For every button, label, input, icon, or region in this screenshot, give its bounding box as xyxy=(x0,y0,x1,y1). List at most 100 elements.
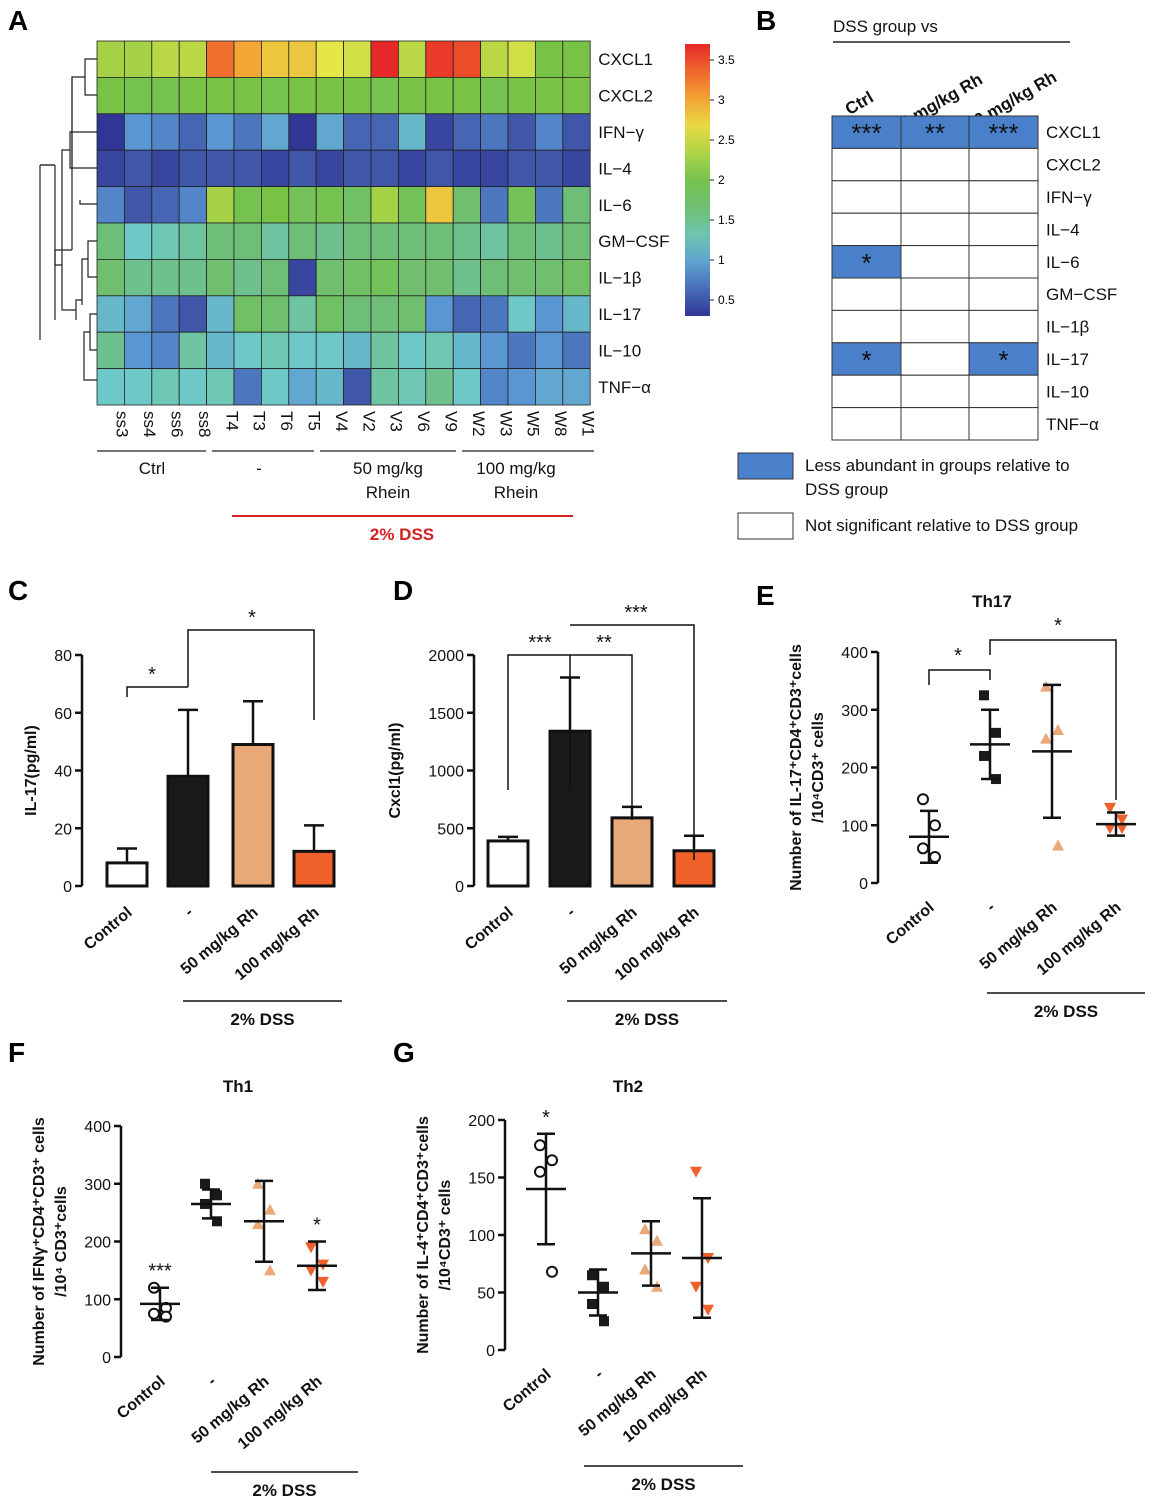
heatmap-cell xyxy=(124,40,153,78)
heatmap-cell xyxy=(397,331,427,370)
y-tick-label: 300 xyxy=(84,1177,111,1194)
heatmap-column-label: ss8 xyxy=(195,411,214,437)
data-point xyxy=(917,842,929,855)
y-tick-label: 400 xyxy=(841,645,868,662)
heatmap-cell xyxy=(288,40,317,78)
colorbar-tick-label: 3.5 xyxy=(718,53,735,67)
heatmap-cell xyxy=(562,258,591,297)
group-label: Ctrl xyxy=(139,459,165,478)
heatmap-cell xyxy=(370,295,399,333)
y-tick-label: 60 xyxy=(54,706,72,723)
heatmap-cell xyxy=(535,258,564,297)
heatmap-row-label: CXCL1 xyxy=(598,50,653,69)
heatmap-cell xyxy=(370,77,399,115)
legend-swatch xyxy=(737,452,794,480)
table-cell xyxy=(968,180,1039,214)
heatmap-cell xyxy=(535,222,564,260)
significance-bracket xyxy=(570,654,633,820)
table-cell xyxy=(900,180,970,214)
table-row-label: GM−CSF xyxy=(1046,285,1117,304)
heatmap-cell xyxy=(178,149,207,187)
table-cell xyxy=(968,277,1039,311)
colorbar-tick-label: 2.5 xyxy=(718,133,735,147)
data-point xyxy=(534,1165,546,1178)
table-row-label: CXCL1 xyxy=(1046,123,1101,142)
heatmap-cell xyxy=(480,331,509,370)
data-point xyxy=(212,1216,222,1227)
y-tick-label: 1500 xyxy=(428,706,464,723)
heatmap-column-label: T5 xyxy=(305,411,324,431)
heatmap-cell xyxy=(343,40,372,78)
table-cell xyxy=(831,212,902,247)
heatmap-column-label: ss4 xyxy=(140,411,159,437)
heatmap-cell xyxy=(96,77,125,115)
chart-title: Th2 xyxy=(613,1077,643,1096)
heatmap-cell xyxy=(370,149,399,187)
heatmap-column-label: T3 xyxy=(250,411,269,431)
table-cell xyxy=(900,277,970,311)
table-cell xyxy=(900,374,970,409)
heatmap-row-label: IFN−γ xyxy=(598,123,644,142)
heatmap-cell xyxy=(425,258,454,297)
data-point xyxy=(690,1281,702,1293)
heatmap-cell xyxy=(288,186,317,224)
heatmap-cell xyxy=(480,186,509,224)
heatmap-column-label: V4 xyxy=(332,411,351,432)
y-tick-label: 100 xyxy=(468,1228,495,1245)
heatmap-cell xyxy=(151,113,180,151)
heatmap-cell xyxy=(260,186,290,224)
dendrogram-branch xyxy=(39,77,73,340)
y-tick-label: 50 xyxy=(477,1286,495,1303)
table-row-label: CXCL2 xyxy=(1046,156,1101,175)
heatmap-cell xyxy=(233,40,262,78)
table-row-label: TNF−α xyxy=(1046,415,1099,434)
significance-label: * xyxy=(248,607,256,629)
data-point xyxy=(1104,802,1116,814)
heatmap-cell xyxy=(178,258,207,297)
heatmap-cell xyxy=(480,113,509,151)
heatmap-cell xyxy=(206,295,235,333)
heatmap-cell xyxy=(507,368,536,406)
heatmap-cell xyxy=(96,149,125,187)
data-point xyxy=(148,1307,160,1320)
significance-mark: *** xyxy=(851,118,881,148)
heatmap-cell xyxy=(260,149,290,187)
data-point xyxy=(991,727,1001,738)
heatmap-column-label: V9 xyxy=(442,411,461,432)
heatmap-row-label: IL−1β xyxy=(598,269,642,288)
y-tick-label: 200 xyxy=(84,1235,111,1252)
heatmap-cell xyxy=(425,149,454,187)
heatmap-cell xyxy=(288,149,317,187)
y-axis-label-2: /10⁴CD3⁺ cells xyxy=(810,712,827,823)
heatmap-cell xyxy=(507,295,536,333)
y-axis-label: Number of IFNγ⁺CD4⁺CD3⁺ cells xyxy=(31,1117,48,1366)
heatmap-cell xyxy=(206,77,235,115)
y-tick-label: 2000 xyxy=(428,648,464,665)
heatmap-cell xyxy=(315,222,345,260)
heatmap-cell xyxy=(151,186,180,224)
y-tick-label: 20 xyxy=(54,821,72,838)
bar xyxy=(610,816,654,888)
y-tick-label: 200 xyxy=(468,1113,495,1130)
heatmap-cell xyxy=(370,113,399,151)
heatmap-cell xyxy=(452,149,482,187)
significance-label: *** xyxy=(624,602,648,624)
heatmap-cell xyxy=(124,368,153,406)
heatmap-row-label: IL−10 xyxy=(598,341,641,360)
y-tick-label: 150 xyxy=(468,1171,495,1188)
table-cell xyxy=(831,180,902,214)
heatmap-cell xyxy=(124,295,153,333)
heatmap-cell xyxy=(397,222,427,260)
colorbar-tick-label: 2 xyxy=(718,173,725,187)
data-point xyxy=(639,1263,651,1275)
heatmap-cell xyxy=(452,295,482,333)
heatmap-cell xyxy=(507,40,536,78)
category-label: Control xyxy=(883,899,937,949)
heatmap-cell xyxy=(178,40,207,78)
heatmap-cell xyxy=(397,258,427,297)
heatmap-row-label: TNF−α xyxy=(598,378,651,397)
table-cell xyxy=(968,245,1039,279)
group-label: 50 mg/kg xyxy=(353,459,423,478)
heatmap-cell xyxy=(288,295,317,333)
y-tick-label: 200 xyxy=(841,761,868,778)
